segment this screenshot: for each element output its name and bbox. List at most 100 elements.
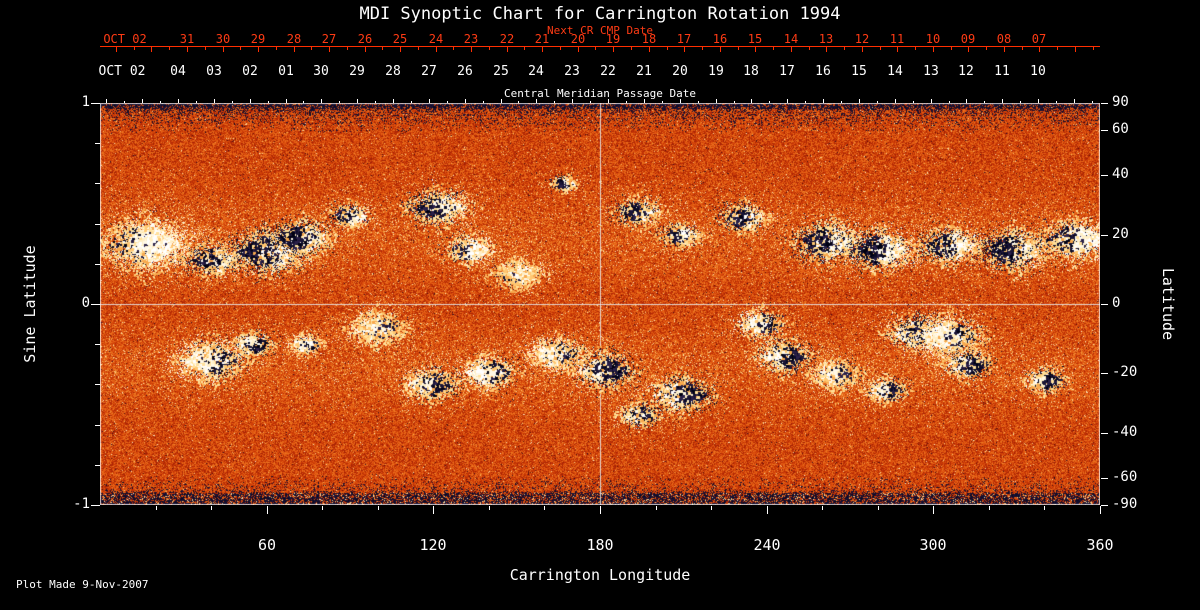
cmp-axis-tick (572, 99, 573, 103)
red-date-tick-label: 21 (534, 32, 550, 46)
red-axis-minor-tick (773, 47, 774, 50)
red-axis-minor-tick (240, 47, 241, 50)
y-axis-tick-right (1101, 175, 1108, 176)
cmp-axis-tick (501, 99, 502, 103)
red-axis-tick (684, 47, 685, 52)
cmp-date-tick-label: 18 (743, 64, 759, 79)
cmp-axis-minor-tick (984, 101, 985, 103)
left-y-axis-title: Sine Latitude (21, 245, 39, 363)
cmp-axis-minor-tick (1056, 101, 1057, 103)
cmp-axis-minor-tick (913, 101, 914, 103)
next-cr-cmp-date-label: Next CR CMP Date (547, 24, 653, 37)
y-axis-minor-tick-left (95, 143, 100, 144)
red-axis-tick (542, 47, 543, 52)
red-date-tick-label: 10 (925, 32, 941, 46)
red-axis-minor-tick (1093, 47, 1094, 50)
red-month-label: OCT 02 (103, 32, 147, 46)
magnetogram-image (100, 103, 1100, 505)
plot-made-caption: Plot Made 9-Nov-2007 (16, 578, 149, 591)
cmp-date-tick-label: 04 (170, 64, 186, 79)
red-axis-tick (151, 47, 152, 52)
cmp-date-tick-label: 24 (528, 64, 544, 79)
y-axis-tick-right (1101, 235, 1108, 236)
cmp-date-tick-label: 16 (815, 64, 831, 79)
red-axis-minor-tick (595, 47, 596, 50)
y-axis-tick-right (1101, 304, 1108, 305)
x-axis-minor-tick (489, 506, 490, 510)
cmp-date-tick-label: 20 (672, 64, 688, 79)
cmp-date-tick-label: 14 (887, 64, 903, 79)
cmp-axis-tick (931, 99, 932, 103)
y-tick-label-right: -40 (1112, 424, 1138, 440)
cmp-axis-minor-tick (590, 101, 591, 103)
red-axis-minor-tick (702, 47, 703, 50)
cmp-axis-minor-tick (841, 101, 842, 103)
red-axis-tick (400, 47, 401, 52)
y-axis-tick-right (1101, 130, 1108, 131)
cmp-axis-minor-tick (303, 101, 304, 103)
red-axis-minor-tick (915, 47, 916, 50)
cmp-axis-minor-tick (268, 101, 269, 103)
right-y-axis-title: Latitude (1159, 267, 1177, 341)
x-axis-tick (267, 506, 268, 514)
x-axis-tick (433, 506, 434, 514)
cmp-axis-tick (106, 99, 107, 103)
red-axis-tick (187, 47, 188, 52)
red-axis-minor-tick (844, 47, 845, 50)
red-axis-tick (791, 47, 792, 52)
x-axis-tick (1100, 506, 1101, 514)
red-date-tick-label: 17 (676, 32, 692, 46)
red-axis-minor-tick (738, 47, 739, 50)
x-axis-tick (600, 506, 601, 514)
cmp-axis-tick (823, 99, 824, 103)
y-tick-label-right: -90 (1112, 496, 1138, 512)
cmp-axis-tick (286, 99, 287, 103)
red-date-tick-label: 26 (357, 32, 373, 46)
y-tick-label-left: 1 (81, 94, 90, 110)
red-axis-tick (968, 47, 969, 52)
cmp-date-tick-label: 21 (636, 64, 652, 79)
red-axis-tick (507, 47, 508, 52)
cmp-date-tick-label: 15 (851, 64, 867, 79)
cmp-date-tick-label: 29 (349, 64, 365, 79)
y-axis-tick-right (1101, 103, 1108, 104)
red-date-tick-label: 23 (463, 32, 479, 46)
cmp-axis-minor-tick (196, 101, 197, 103)
red-axis-minor-tick (382, 47, 383, 50)
cmp-axis-tick (895, 99, 896, 103)
red-date-tick-label: 28 (286, 32, 302, 46)
cmp-axis-tick (1002, 99, 1003, 103)
red-axis-minor-tick (489, 47, 490, 50)
red-axis-minor-tick (880, 47, 881, 50)
cmp-date-tick-label: 10 (1030, 64, 1046, 79)
red-date-tick-label: 12 (854, 32, 870, 46)
cmp-axis-tick (680, 99, 681, 103)
cmp-date-tick-label: 23 (564, 64, 580, 79)
cmp-axis-tick (357, 99, 358, 103)
cmp-date-tick-label: 26 (457, 64, 473, 79)
cmp-axis-tick (1038, 99, 1039, 103)
red-axis-tick (258, 47, 259, 52)
cmp-axis-minor-tick (411, 101, 412, 103)
cmp-date-tick-label: 25 (493, 64, 509, 79)
red-date-tick-label: 30 (215, 32, 231, 46)
cmp-axis-minor-tick (554, 101, 555, 103)
red-axis-tick (826, 47, 827, 52)
red-axis-minor-tick (134, 47, 135, 50)
red-axis-tick (1075, 47, 1076, 52)
cmp-axis-tick (250, 99, 251, 103)
central-meridian-passage-label: Central Meridian Passage Date (503, 87, 697, 100)
red-axis-minor-tick (951, 47, 952, 50)
cmp-date-tick-label: 22 (600, 64, 616, 79)
red-axis-tick (223, 47, 224, 52)
cmp-axis-tick (429, 99, 430, 103)
red-axis-tick (862, 47, 863, 52)
cmp-axis-tick (751, 99, 752, 103)
x-axis-minor-tick (822, 506, 823, 510)
x-tick-label: 180 (586, 536, 614, 554)
y-axis-tick-left (91, 304, 100, 305)
red-date-tick-label: 20 (570, 32, 586, 46)
red-axis-minor-tick (809, 47, 810, 50)
red-axis-minor-tick (986, 47, 987, 50)
y-axis-minor-tick-left (95, 264, 100, 265)
